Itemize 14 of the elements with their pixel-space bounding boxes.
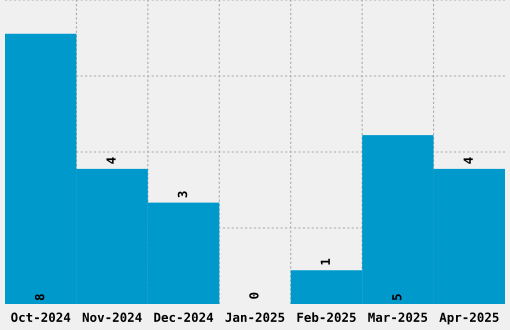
data-label: 8 [34, 294, 44, 300]
x-tick-label: Nov-2024 [82, 312, 142, 322]
x-tick-label: Mar-2025 [368, 312, 428, 322]
data-label: 5 [392, 294, 402, 300]
data-label: 3 [178, 191, 188, 198]
x-tick-label: Jan-2025 [226, 312, 284, 322]
x-tick-label: Feb-2025 [297, 312, 356, 322]
data-label: 4 [464, 157, 473, 164]
data-label: 4 [106, 157, 116, 164]
x-tick-label: Dec-2024 [154, 312, 214, 322]
x-tick-label: Oct-2024 [11, 312, 70, 322]
data-label: 0 [249, 292, 259, 299]
x-tick-label: Apr-2025 [439, 312, 499, 324]
data-label: 1 [320, 258, 330, 265]
